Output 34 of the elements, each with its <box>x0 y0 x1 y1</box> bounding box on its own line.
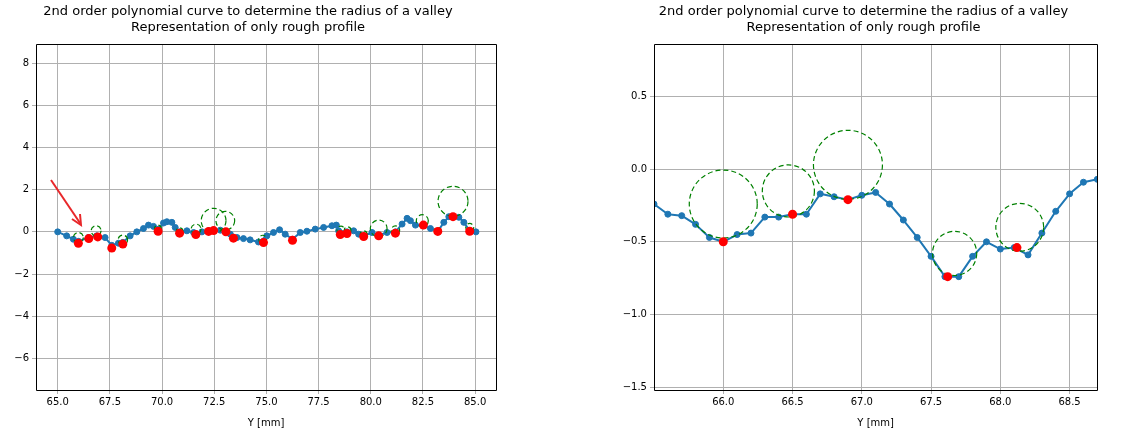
y-tick-label: −1.0 <box>622 308 647 320</box>
x-tick-label: 65.0 <box>46 395 69 407</box>
x-tick-label: 80.0 <box>359 395 382 407</box>
y-tick-label: −6 <box>14 351 29 363</box>
x-tick-label: 82.5 <box>411 395 435 407</box>
y-tick-label: 0.0 <box>631 162 647 174</box>
x-tick-label: 75.0 <box>255 395 278 407</box>
x-tick-label: 67.5 <box>919 395 943 407</box>
y-tick-label: −4 <box>14 309 29 321</box>
chart-subtitle: Representation of only rough profile <box>130 18 366 34</box>
y-tick-label: −2 <box>14 267 29 279</box>
x-tick-label: 85.0 <box>464 395 487 407</box>
y-tick-label: −1.5 <box>622 380 647 392</box>
y-tick-label: 6 <box>22 98 29 110</box>
y-tick-label: 4 <box>22 141 29 153</box>
y-tick-label: 2 <box>22 183 29 195</box>
x-tick-label: 66.0 <box>712 395 735 407</box>
x-tick-label: 67.5 <box>98 395 122 407</box>
chart-title: 2nd order polynomial curve to determine the radius of a valley <box>658 3 1069 19</box>
x-tick-label: 70.0 <box>150 395 174 407</box>
x-tick-label: 68.5 <box>1058 395 1081 407</box>
x-tick-label: 67.0 <box>850 395 873 407</box>
chart-title: 2nd order polynomial curve to determine the radius of a valley <box>43 3 453 19</box>
y-tick-label: 8 <box>22 56 29 68</box>
y-tick-label: 0.5 <box>631 90 647 102</box>
y-tick-label: 0 <box>22 225 29 237</box>
x-tick-label: 77.5 <box>307 395 330 407</box>
x-tick-label: 66.5 <box>781 395 804 407</box>
x-tick-label: 72.5 <box>203 395 226 407</box>
x-axis-title: Y [mm] <box>856 416 895 428</box>
y-tick-label: −0.5 <box>622 235 647 247</box>
x-axis-title: Y [mm] <box>246 416 285 428</box>
x-tick-label: 68.0 <box>989 395 1012 407</box>
chart-subtitle: Representation of only rough profile <box>746 18 981 34</box>
